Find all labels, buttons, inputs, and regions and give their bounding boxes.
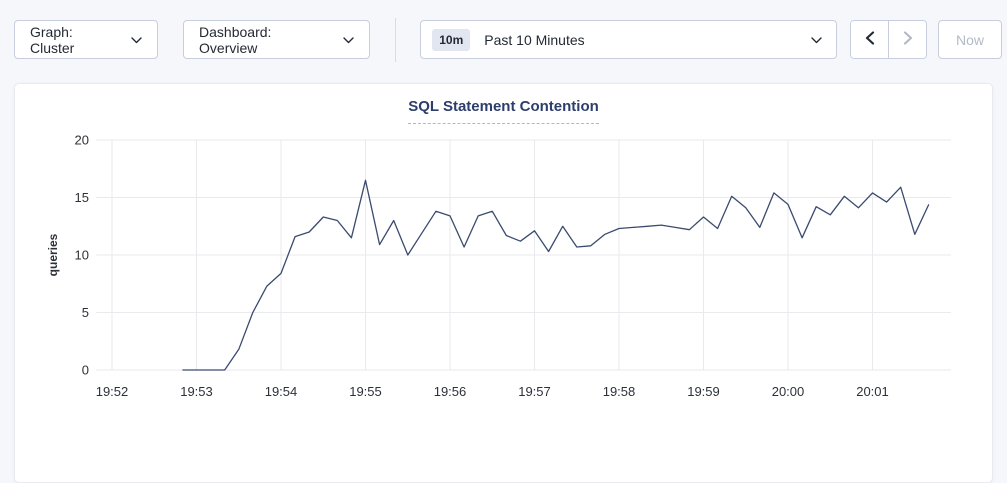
time-step-button-group: [849, 20, 927, 59]
x-tick-label: 19:52: [96, 384, 129, 399]
chevron-down-icon: [131, 36, 142, 44]
dashboard-selector-label: Dashboard: Overview: [199, 23, 272, 56]
y-axis-label: queries: [46, 233, 60, 276]
x-tick-label: 19:57: [518, 384, 551, 399]
y-tick-label: 0: [82, 363, 89, 378]
y-tick-label: 20: [75, 133, 89, 148]
x-tick-label: 19:59: [687, 384, 720, 399]
series-line: [182, 179, 930, 371]
x-tick-label: 19:58: [603, 384, 636, 399]
prev-time-button[interactable]: [850, 21, 889, 58]
chart-svg: 0 5 10 15 20 19:52 19:53 19:54 19:55 19:56 19:57 19…: [46, 133, 951, 399]
chart-title-row: SQL Statement Contention: [15, 84, 992, 124]
chart-card: SQL Statement Contention 0 5 10 15 20 19:52 19…: [14, 83, 993, 483]
y-tick-label: 10: [75, 248, 89, 263]
graph-selector-dropdown[interactable]: Graph: Cluster: [14, 20, 159, 59]
now-button-label: Now: [955, 31, 984, 48]
x-tick-label: 20:01: [856, 384, 889, 399]
chart-title-link[interactable]: SQL Statement Contention: [408, 99, 599, 124]
chevron-down-icon: [810, 36, 822, 44]
x-tick-label: 19:54: [265, 384, 298, 399]
time-range-label: Past 10 Minutes: [484, 31, 585, 48]
x-tick-label: 20:00: [772, 384, 805, 399]
x-tick-label: 19:55: [349, 384, 382, 399]
y-tick-label: 5: [82, 305, 89, 320]
toolbar-divider: [395, 17, 397, 62]
toolbar: Graph: Cluster Dashboard: Overview 10m P…: [0, 0, 1007, 66]
now-button[interactable]: Now: [937, 20, 1002, 59]
time-range-dropdown[interactable]: 10m Past 10 Minutes: [420, 20, 837, 59]
chevron-right-icon: [903, 31, 913, 48]
x-tick-label: 19:56: [434, 384, 467, 399]
chevron-left-icon: [865, 31, 875, 48]
graph-selector-label: Graph: Cluster: [30, 23, 75, 56]
x-tick-label: 19:53: [180, 384, 213, 399]
chevron-down-icon: [343, 36, 354, 44]
y-tick-label: 15: [75, 190, 89, 205]
time-range-badge: 10m: [432, 28, 471, 51]
dashboard-selector-dropdown[interactable]: Dashboard: Overview: [183, 20, 371, 59]
next-time-button[interactable]: [888, 21, 926, 58]
